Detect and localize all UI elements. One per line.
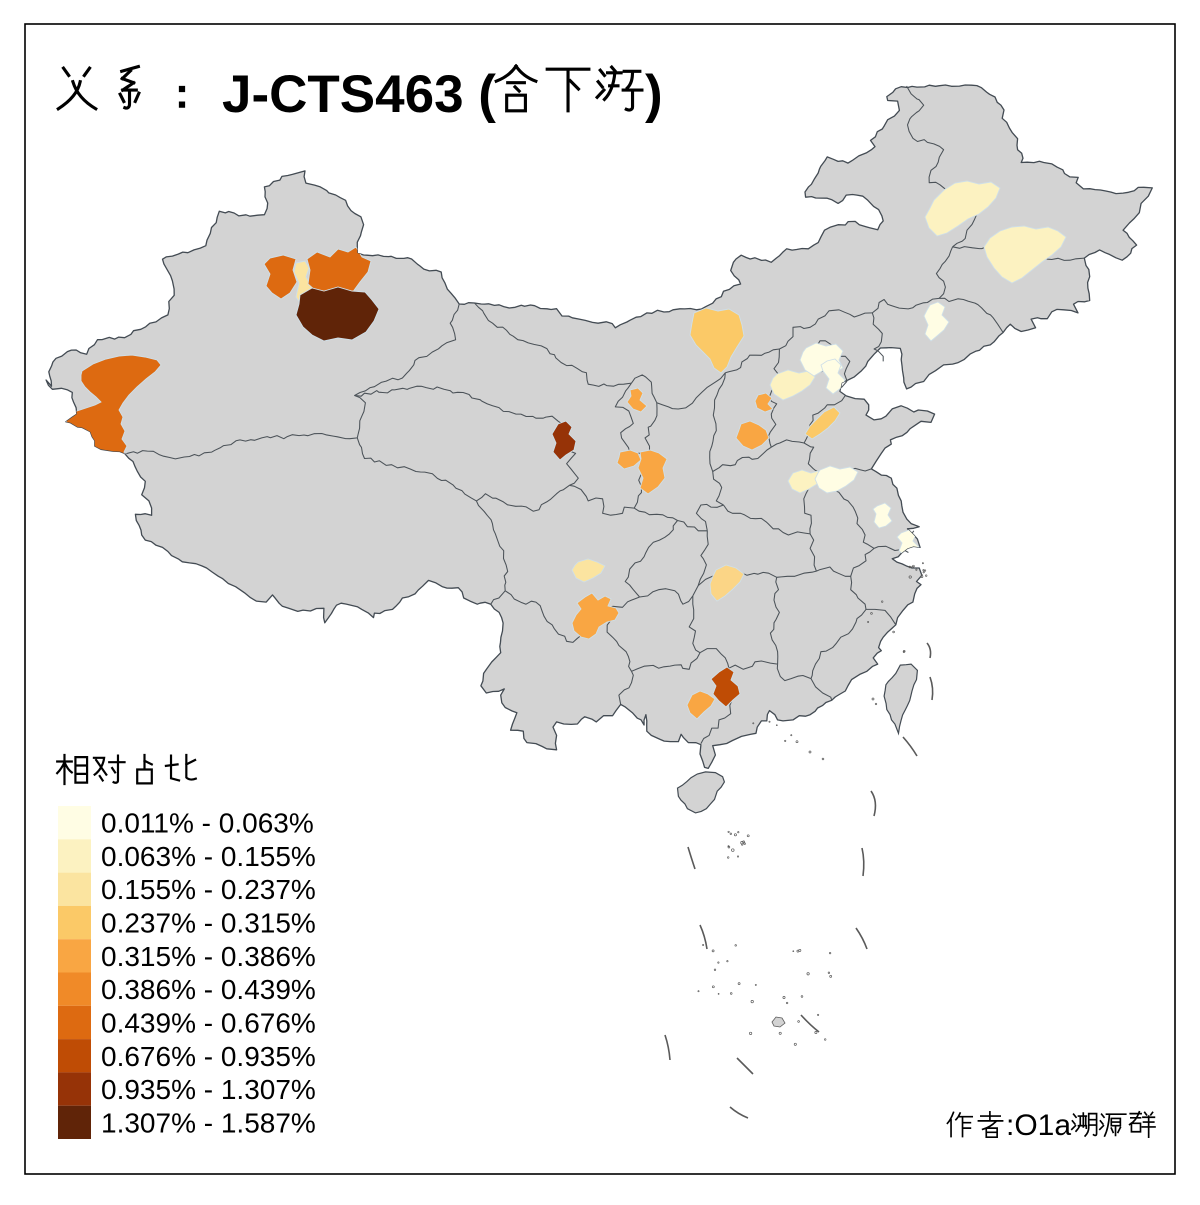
svg-text:0.011% - 0.063%: 0.011% - 0.063% <box>101 808 314 839</box>
svg-text:1.307% - 1.587%: 1.307% - 1.587% <box>101 1107 316 1138</box>
svg-text:0.237% - 0.315%: 0.237% - 0.315% <box>101 908 316 939</box>
svg-text:0.676% - 0.935%: 0.676% - 0.935% <box>101 1041 316 1072</box>
svg-text:0.155% - 0.237%: 0.155% - 0.237% <box>101 874 316 905</box>
svg-text:0.386% - 0.439%: 0.386% - 0.439% <box>101 974 316 1005</box>
svg-text:0.935% - 1.307%: 0.935% - 1.307% <box>101 1074 316 1105</box>
svg-text:0.063% - 0.155%: 0.063% - 0.155% <box>101 841 316 872</box>
svg-text:): ) <box>645 65 663 124</box>
svg-text::O1a: :O1a <box>1006 1109 1071 1142</box>
svg-text:J-CTS463 (: J-CTS463 ( <box>222 65 496 124</box>
svg-text:0.315% - 0.386%: 0.315% - 0.386% <box>101 941 316 972</box>
svg-text:0.439% - 0.676%: 0.439% - 0.676% <box>101 1007 316 1038</box>
